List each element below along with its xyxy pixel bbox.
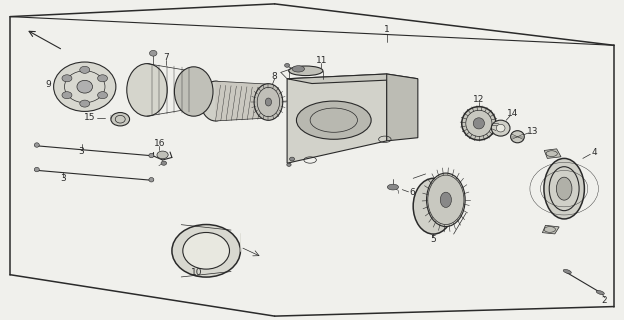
Ellipse shape [496,124,505,132]
Ellipse shape [62,75,72,82]
Text: 16: 16 [154,139,165,148]
Ellipse shape [77,80,92,93]
Polygon shape [544,149,561,158]
Polygon shape [215,81,268,121]
Text: 8: 8 [272,72,278,81]
Ellipse shape [462,107,496,140]
Text: 3: 3 [60,174,66,183]
Text: 6: 6 [409,188,415,197]
Circle shape [292,66,305,72]
Ellipse shape [596,291,604,295]
Text: 2: 2 [602,296,607,305]
Ellipse shape [265,98,271,106]
Polygon shape [542,225,559,234]
Ellipse shape [289,66,323,76]
Ellipse shape [285,63,290,67]
Ellipse shape [149,153,154,158]
Ellipse shape [127,64,167,116]
Ellipse shape [97,92,107,99]
Ellipse shape [157,151,168,159]
Ellipse shape [62,92,72,99]
Ellipse shape [183,233,230,269]
Ellipse shape [510,131,524,143]
Ellipse shape [544,158,585,219]
Text: 1: 1 [384,25,389,34]
Ellipse shape [172,225,240,277]
Text: 15: 15 [84,113,95,122]
Circle shape [296,101,371,139]
Ellipse shape [80,100,90,107]
Polygon shape [287,74,418,84]
Ellipse shape [150,50,157,56]
Ellipse shape [80,66,90,73]
Ellipse shape [491,120,510,136]
Text: 7: 7 [163,53,168,62]
Ellipse shape [413,178,454,234]
Ellipse shape [473,118,484,129]
Ellipse shape [34,167,39,172]
Ellipse shape [441,192,452,207]
Text: 4: 4 [591,148,597,156]
Text: 10: 10 [191,268,203,277]
Text: 3: 3 [79,147,84,156]
Text: 14: 14 [507,109,518,118]
Ellipse shape [97,75,107,82]
Circle shape [388,184,399,190]
Ellipse shape [563,269,572,274]
Text: 11: 11 [316,56,327,65]
Ellipse shape [161,161,167,165]
Ellipse shape [287,163,291,166]
Ellipse shape [149,178,154,182]
Text: 5: 5 [431,235,436,244]
Text: 9: 9 [46,80,52,89]
Polygon shape [287,74,387,163]
Text: 13: 13 [527,127,538,136]
Ellipse shape [200,81,230,121]
Ellipse shape [54,62,116,111]
Polygon shape [387,74,418,141]
Ellipse shape [111,113,130,126]
Ellipse shape [290,157,295,161]
Ellipse shape [427,173,465,227]
Ellipse shape [34,143,39,147]
Ellipse shape [557,177,572,200]
Text: 12: 12 [473,95,485,104]
Ellipse shape [254,84,283,120]
Ellipse shape [174,67,213,116]
